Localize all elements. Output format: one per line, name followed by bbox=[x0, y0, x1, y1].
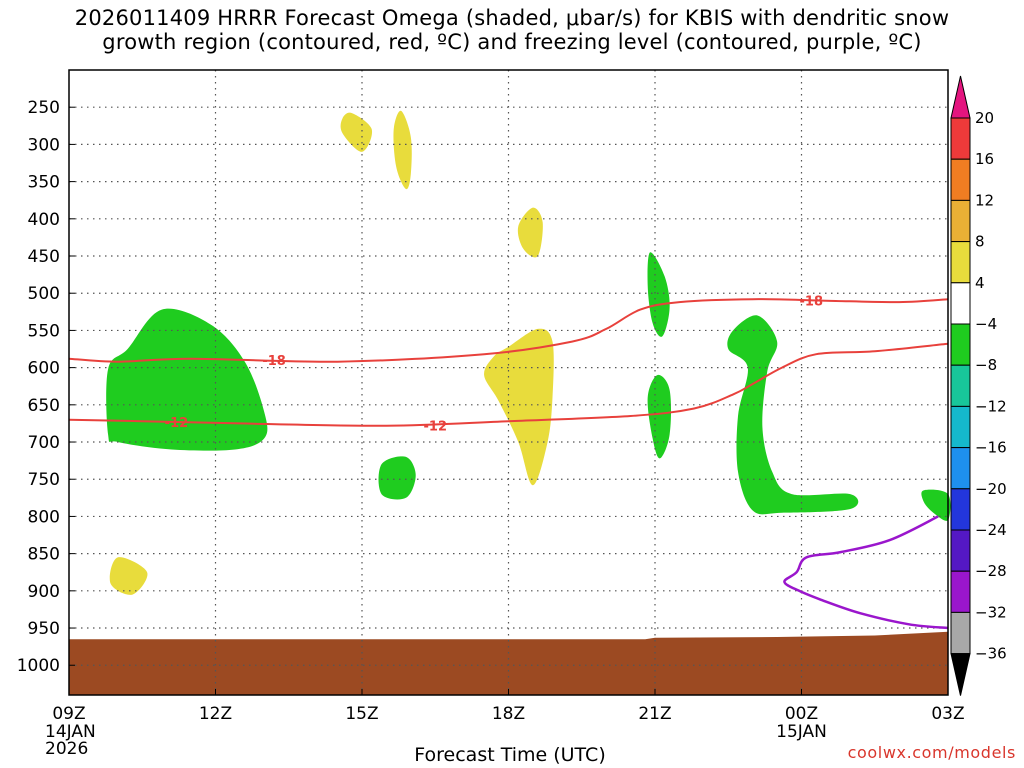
colorbar-top-arrow bbox=[950, 75, 971, 119]
colorbar-bottom-arrow bbox=[950, 653, 971, 696]
y-tick-label-350: 350 bbox=[28, 173, 60, 193]
omega-region-positive-0 bbox=[340, 112, 373, 152]
omega-region-positive-1 bbox=[393, 110, 412, 190]
colorbar-label-11: −28 bbox=[975, 562, 1007, 580]
y-tick-label-1000: 1000 bbox=[17, 656, 60, 676]
y-tick-label-950: 950 bbox=[28, 619, 60, 639]
colorbar-box-12 bbox=[950, 611, 971, 655]
y-tick-label-550: 550 bbox=[28, 321, 60, 341]
y-tick-label-450: 450 bbox=[28, 247, 60, 267]
colorbar-box-1 bbox=[950, 158, 971, 201]
omega-region-negative-7 bbox=[647, 252, 670, 337]
colorbar-label-3: 8 bbox=[975, 233, 985, 251]
colorbar-box-0 bbox=[950, 117, 971, 160]
x-tick-year-09Z: 2026 bbox=[45, 739, 88, 759]
x-tick-date-09Z: 14JAN bbox=[45, 722, 96, 742]
omega-region-negative-9 bbox=[727, 315, 859, 515]
colorbar-label-0: 20 bbox=[975, 109, 994, 127]
colorbar-box-9 bbox=[950, 488, 971, 531]
colorbar-label-13: −36 bbox=[975, 645, 1007, 663]
freezing-level-contour bbox=[783, 515, 949, 630]
omega-region-negative-6 bbox=[378, 456, 416, 500]
ground-below-surface bbox=[69, 631, 948, 695]
x-tick-label-00Z: 00Z bbox=[785, 704, 818, 724]
colorbar-label-6: −8 bbox=[975, 356, 997, 374]
dgz-contour-label--18-1: -18 bbox=[800, 295, 824, 310]
x-axis-label: Forecast Time (UTC) bbox=[414, 744, 606, 766]
colorbar-label-12: −32 bbox=[975, 603, 1007, 621]
colorbar-label-10: −24 bbox=[975, 521, 1007, 539]
dgz-contour-label--12-1: -12 bbox=[424, 420, 448, 435]
x-tick-label-09Z: 09Z bbox=[52, 704, 85, 724]
axis-layer: 250 300 350 400 450 500 550 600 650 700 750 800 850 9… bbox=[17, 98, 965, 759]
credit-link[interactable]: coolwx.com/models bbox=[847, 743, 1016, 762]
y-tick-label-850: 850 bbox=[28, 545, 60, 565]
colorbar-box-2 bbox=[950, 199, 971, 243]
grid-layer bbox=[69, 70, 948, 695]
x-tick-label-03Z: 03Z bbox=[931, 704, 964, 724]
colorbar-label-1: 16 bbox=[975, 150, 994, 168]
colorbar-box-4 bbox=[950, 282, 971, 325]
ground-layer bbox=[69, 631, 948, 695]
colorbar-label-8: −16 bbox=[975, 439, 1007, 457]
dgz-contour-label--12-0: -12 bbox=[165, 416, 189, 431]
colorbar-label-2: 12 bbox=[975, 191, 994, 209]
x-tick-label-18Z: 18Z bbox=[492, 704, 525, 724]
omega-region-negative-8 bbox=[647, 374, 672, 459]
y-tick-label-250: 250 bbox=[28, 98, 60, 118]
colorbar-label-4: 4 bbox=[975, 274, 985, 292]
omega-region-positive-2 bbox=[517, 207, 543, 258]
y-tick-label-800: 800 bbox=[28, 507, 60, 527]
colorbar-box-10 bbox=[950, 529, 971, 572]
y-tick-label-900: 900 bbox=[28, 582, 60, 602]
colorbar-box-7 bbox=[950, 405, 971, 449]
y-tick-label-300: 300 bbox=[28, 135, 60, 155]
y-tick-label-400: 400 bbox=[28, 210, 60, 230]
chart-title-line-1: 2026011409 HRRR Forecast Omega (shaded, … bbox=[74, 6, 950, 30]
y-tick-label-600: 600 bbox=[28, 359, 60, 379]
omega-region-negative-5 bbox=[106, 308, 268, 451]
colorbar-label-5: −4 bbox=[975, 315, 997, 333]
contour-layer: -18 -18 -12 -12 bbox=[68, 295, 949, 630]
y-tick-label-500: 500 bbox=[28, 284, 60, 304]
omega-region-negative-10 bbox=[921, 489, 951, 521]
chart-title-line-2: growth region (contoured, red, ºC) and f… bbox=[102, 30, 922, 54]
colorbar-box-3 bbox=[950, 241, 971, 284]
colorbar-label-9: −20 bbox=[975, 480, 1007, 498]
y-tick-label-750: 750 bbox=[28, 470, 60, 490]
omega-region-positive-4 bbox=[109, 557, 148, 595]
x-tick-label-21Z: 21Z bbox=[638, 704, 671, 724]
colorbar: 20 16 12 8 4 −4 −8 −12 −16 −20 −24 −28 −32 −36 bbox=[950, 75, 1007, 696]
dgz-contour--12 bbox=[68, 342, 949, 427]
dgz-contour--18 bbox=[68, 298, 949, 363]
colorbar-box-6 bbox=[950, 364, 971, 407]
colorbar-box-8 bbox=[950, 447, 971, 490]
dgz-contour-label--18-0: -18 bbox=[262, 354, 286, 369]
x-tick-label-15Z: 15Z bbox=[345, 704, 378, 724]
colorbar-box-5 bbox=[950, 323, 971, 366]
y-tick-label-700: 700 bbox=[28, 433, 60, 453]
colorbar-label-7: −12 bbox=[975, 397, 1007, 415]
y-tick-label-650: 650 bbox=[28, 396, 60, 416]
colorbar-box-11 bbox=[950, 570, 971, 613]
chart-title: 2026011409 HRRR Forecast Omega (shaded, … bbox=[0, 6, 1024, 54]
x-tick-date-00Z: 15JAN bbox=[776, 722, 827, 742]
x-tick-label-12Z: 12Z bbox=[199, 704, 232, 724]
omega-region-positive-3 bbox=[484, 328, 554, 486]
